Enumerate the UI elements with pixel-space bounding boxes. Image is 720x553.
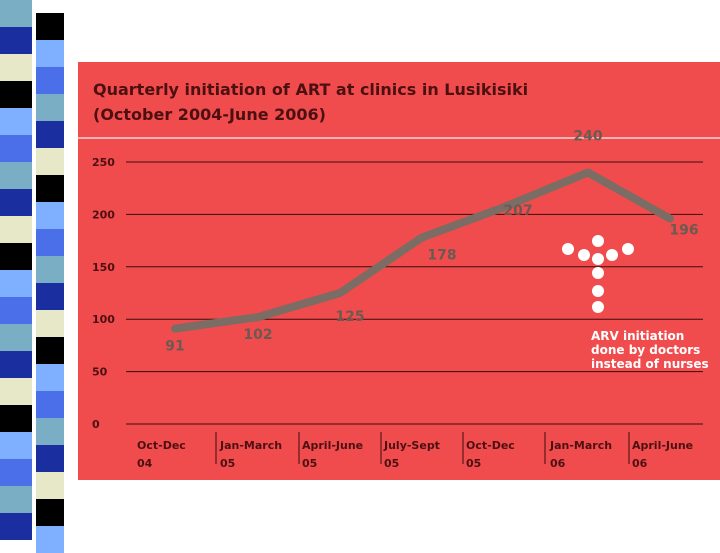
x-tick-label-year: 05 — [466, 457, 481, 470]
strip-block — [0, 108, 32, 135]
strip-block — [36, 445, 64, 472]
strip-block — [36, 472, 64, 499]
chart-subtitle: (October 2004-June 2006) — [93, 105, 326, 124]
strip-block — [0, 135, 32, 162]
strip-block — [36, 67, 64, 94]
strip-block — [36, 229, 64, 256]
y-tick-label: 150 — [92, 261, 115, 274]
strip-block — [36, 121, 64, 148]
strip-block — [0, 486, 32, 513]
decorative-color-strip — [0, 0, 66, 553]
strip-block — [36, 391, 64, 418]
x-tick-label-year: 05 — [384, 457, 399, 470]
data-label: 91 — [165, 339, 184, 355]
strip-block — [36, 256, 64, 283]
data-label: 196 — [669, 223, 698, 239]
arrow-dot — [592, 301, 604, 313]
strip-block — [0, 324, 32, 351]
x-tick-label: Jan-March — [549, 439, 612, 452]
strip-block — [36, 283, 64, 310]
strip-block — [36, 94, 64, 121]
strip-block — [0, 54, 32, 81]
arrow-dot — [592, 235, 604, 247]
data-point — [587, 171, 589, 174]
strip-block — [0, 432, 32, 459]
x-tick-label-year: 04 — [137, 457, 153, 470]
data-label: 240 — [573, 128, 602, 144]
x-tick-label: April-June — [302, 439, 363, 452]
y-tick-label: 100 — [92, 313, 115, 326]
data-point — [339, 292, 341, 294]
x-tick-label: April-June — [632, 439, 693, 452]
strip-block — [0, 216, 32, 243]
x-tick-label-year: 06 — [550, 457, 566, 470]
strip-block — [0, 351, 32, 378]
arrow-dot — [592, 253, 604, 265]
chart-panel: Quarterly initiation of ART at clinics i… — [78, 62, 720, 480]
strip-block — [0, 81, 32, 108]
arrow-dot — [592, 285, 604, 297]
strip-block — [36, 418, 64, 445]
strip-block — [36, 148, 64, 175]
strip-block — [0, 513, 32, 540]
data-point — [503, 206, 505, 209]
strip-block — [0, 243, 32, 270]
strip-block — [0, 0, 32, 27]
data-label: 178 — [427, 247, 456, 263]
data-point — [669, 217, 671, 220]
x-tick-label: July-Sept — [383, 439, 440, 452]
data-label: 207 — [503, 203, 532, 219]
annotation-text: done by doctors — [591, 343, 700, 357]
arrow-dot — [622, 243, 634, 255]
strip-block — [36, 337, 64, 364]
strip-block — [0, 459, 32, 486]
strip-block — [0, 378, 32, 405]
y-tick-label: 200 — [92, 208, 115, 221]
data-point — [257, 316, 259, 319]
data-point — [174, 327, 176, 330]
y-tick-label: 250 — [92, 156, 115, 169]
strip-block — [0, 162, 32, 189]
arrow-dot — [562, 243, 574, 255]
annotation-text: ARV initiation — [591, 329, 684, 343]
x-tick-label-year: 06 — [632, 457, 648, 470]
x-tick-label-year: 05 — [302, 457, 317, 470]
strip-block — [0, 189, 32, 216]
x-tick-label-year: 05 — [220, 457, 235, 470]
strip-block — [0, 27, 32, 54]
y-tick-label: 0 — [92, 418, 100, 431]
x-tick-label: Oct-Dec — [137, 439, 186, 452]
arrow-dot — [592, 267, 604, 279]
annotation-text: instead of nurses — [591, 357, 709, 371]
y-tick-label: 50 — [92, 366, 108, 379]
strip-block — [36, 202, 64, 229]
strip-block — [36, 310, 64, 337]
strip-block — [36, 13, 64, 40]
arrow-dot — [578, 249, 590, 261]
data-label: 125 — [335, 309, 364, 325]
x-tick-label: Jan-March — [219, 439, 282, 452]
data-point — [421, 236, 423, 239]
x-tick-label: Oct-Dec — [466, 439, 515, 452]
strip-block — [36, 499, 64, 526]
data-label: 102 — [243, 327, 272, 343]
chart-title: Quarterly initiation of ART at clinics i… — [93, 80, 528, 99]
strip-block — [36, 175, 64, 202]
strip-block — [0, 270, 32, 297]
strip-block — [36, 40, 64, 67]
line-chart: Quarterly initiation of ART at clinics i… — [78, 80, 720, 470]
strip-block — [0, 405, 32, 432]
strip-block — [0, 297, 32, 324]
strip-block — [36, 364, 64, 391]
arrow-dot — [606, 249, 618, 261]
